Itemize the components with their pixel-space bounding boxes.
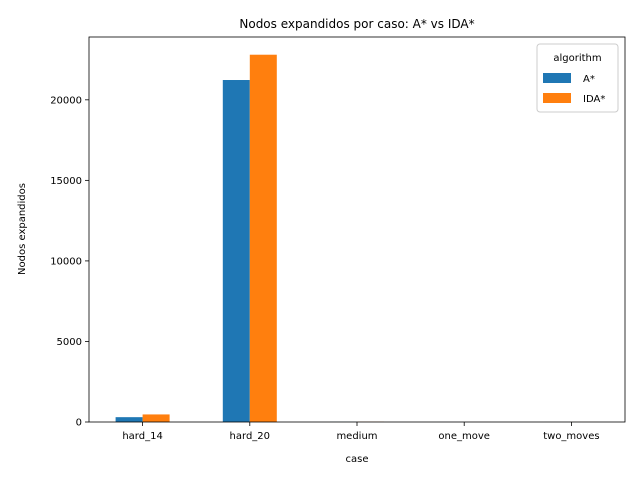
bars-group bbox=[115, 54, 599, 422]
legend: algorithm A* IDA* bbox=[536, 43, 619, 113]
x-tick-label: hard_14 bbox=[122, 431, 162, 442]
legend-swatch-astar bbox=[543, 73, 571, 83]
y-axis-label: Nodos expandidos bbox=[17, 183, 28, 275]
bar-hard_14-astar bbox=[115, 417, 143, 422]
y-tick-label: 20000 bbox=[50, 95, 82, 106]
bar-hard_20-idastar bbox=[249, 54, 277, 422]
x-tick-label: two_moves bbox=[543, 431, 599, 442]
x-axis-label: case bbox=[346, 454, 369, 465]
legend-swatch-idastar bbox=[543, 93, 571, 103]
y-tick-label: 10000 bbox=[50, 256, 82, 267]
x-tick-label: hard_20 bbox=[230, 431, 270, 442]
bar-hard_14-idastar bbox=[142, 414, 170, 422]
legend-title: algorithm bbox=[553, 53, 601, 64]
y-tick-label: 0 bbox=[76, 418, 82, 429]
x-tick-label: medium bbox=[336, 431, 377, 442]
x-tick-label: one_move bbox=[438, 431, 490, 442]
plot-frame bbox=[88, 36, 626, 423]
y-tick-label: 15000 bbox=[50, 176, 82, 187]
legend-entry-label: IDA* bbox=[583, 94, 605, 105]
y-tick-label: 5000 bbox=[57, 337, 82, 348]
chart-title: Nodos expandidos por caso: A* vs IDA* bbox=[239, 17, 474, 31]
legend-entry-label: A* bbox=[583, 74, 595, 85]
bar-hard_20-astar bbox=[222, 80, 250, 422]
axes-group: hard_14 hard_20 medium one_move two_moves 0 50… bbox=[50, 36, 626, 442]
